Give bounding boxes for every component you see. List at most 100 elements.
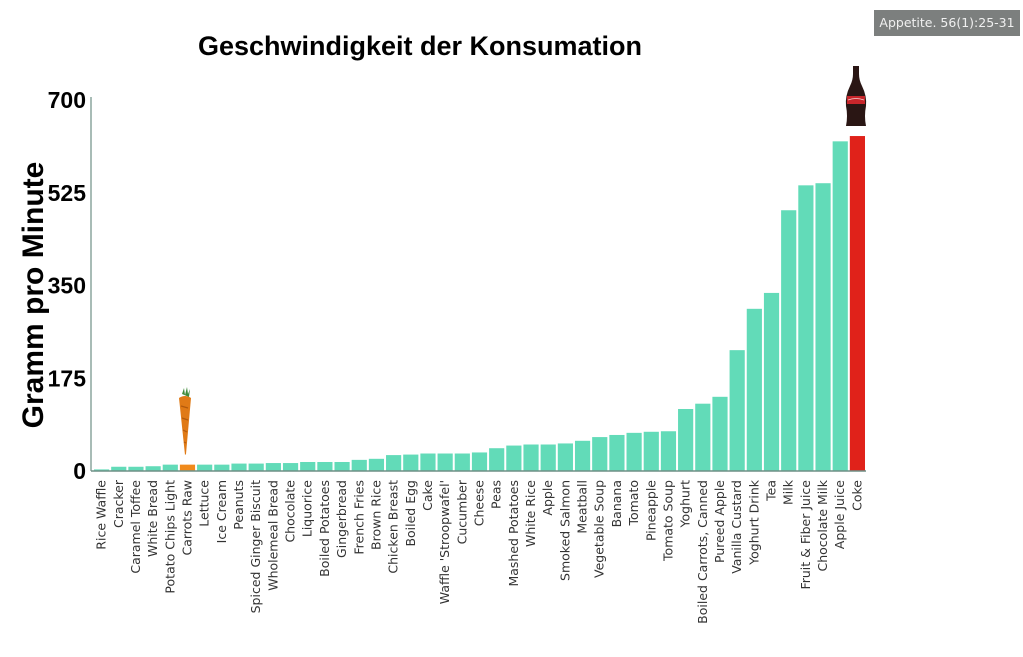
bar-potato-chips-light: [162, 464, 178, 471]
chart-title: Geschwindigkeit der Konsumation: [198, 31, 642, 61]
bar-spiced-ginger-biscuit: [248, 463, 264, 471]
x-tick-label: Vanilla Custard: [729, 480, 744, 574]
y-tick-label: 525: [48, 180, 87, 206]
x-tick-label: Tea: [764, 480, 779, 502]
carrot-icon: [179, 387, 191, 455]
x-tick-label: Vegetable Soup: [592, 480, 607, 578]
x-tick-label: Apple: [540, 480, 555, 516]
bars: [94, 136, 865, 472]
bar-cheese: [471, 452, 488, 471]
x-tick-label: Chicken Breast: [386, 480, 401, 574]
bar-wholemeal-bread: [265, 463, 281, 471]
x-tick-label: French Fries: [351, 480, 366, 555]
bar-vegetable-soup: [592, 437, 608, 471]
bar-milk: [781, 210, 797, 472]
bar-smoked-salmon: [557, 443, 573, 471]
x-tick-label: Peas: [489, 480, 504, 509]
bar-yoghurt-drink: [746, 308, 762, 471]
bar-cucumber: [454, 453, 470, 471]
x-tick-label: Brown Rice: [368, 480, 383, 550]
x-tick-label: Coke: [849, 480, 864, 511]
bar-peanuts: [231, 463, 247, 471]
bar-white-bread: [145, 466, 161, 471]
bar-pureed-apple: [712, 396, 728, 471]
bar-brown-rice: [368, 458, 385, 471]
x-tick-label: Tomato: [626, 480, 641, 527]
x-tick-label: Banana: [609, 480, 624, 527]
bar-chocolate: [282, 463, 299, 471]
bar-boiled-egg: [403, 454, 419, 471]
x-tick-label: Ice Cream: [214, 480, 229, 543]
bar-chicken-breast: [386, 455, 402, 471]
bar-mashed-potatoes: [506, 445, 522, 471]
bar-chocolate-milk: [815, 183, 831, 471]
x-tick-label: Pineapple: [643, 480, 658, 541]
x-tick-label: Yoghurt: [678, 480, 693, 529]
x-tick-label: Cake: [420, 480, 435, 511]
y-tick-label: 350: [48, 273, 86, 299]
bar-white-rice: [523, 444, 539, 471]
x-tick-label: Waffle 'Stroopwafel': [437, 480, 452, 604]
x-tick-label: Cracker: [111, 479, 126, 528]
x-tick-label: Boiled Egg: [403, 480, 418, 547]
bar-carrots-raw: [179, 464, 196, 471]
x-tick-label: White Bread: [145, 480, 160, 557]
x-tick-label: Lettuce: [197, 480, 212, 527]
coke-bottle-icon: [845, 66, 867, 126]
x-tick-label: Boiled Potatoes: [317, 480, 332, 577]
x-tick-label: Peanuts: [231, 480, 246, 530]
y-tick-label: 700: [48, 87, 86, 113]
bar-banana: [609, 434, 625, 471]
bar-gingerbread: [334, 461, 350, 471]
x-tick-label: Wholemeal Bread: [265, 480, 280, 591]
x-tick-label: Fruit & Fiber Juice: [798, 480, 813, 590]
x-tick-label: Boiled Carrots, Canned: [695, 480, 710, 624]
x-tick-label: Potato Chips Light: [162, 480, 177, 594]
bar-fruit-fiber-juice: [798, 185, 814, 471]
x-tick-label: Chocolate Milk: [815, 479, 830, 571]
x-tick-label: Pureed Apple: [712, 480, 727, 563]
bar-pineapple: [643, 431, 659, 471]
bar-french-fries: [351, 459, 367, 471]
bar-lettuce: [197, 464, 213, 471]
y-tick-label: 0: [73, 458, 86, 484]
x-tick-label: Yoghurt Drink: [746, 479, 761, 566]
x-tick-label: Gingerbread: [334, 480, 349, 558]
bar-tea: [763, 292, 780, 471]
x-tick-label: Milk: [781, 479, 796, 505]
bar-peas: [489, 448, 505, 471]
x-tick-label: Chocolate: [283, 480, 298, 543]
bar-cracker: [111, 466, 127, 471]
bar-yoghurt: [678, 408, 694, 471]
bar-rice-waffle: [94, 469, 110, 471]
x-tick-label: Mashed Potatoes: [506, 480, 521, 587]
x-ticks: Rice Waffle Cracker Caramel Toffee White Br…: [94, 479, 865, 624]
bar-cake: [420, 453, 436, 471]
x-tick-label: Cheese: [472, 480, 487, 527]
bar-liquorice: [300, 461, 316, 471]
bar-boiled-potatoes: [317, 461, 333, 471]
bar-coke: [849, 136, 865, 472]
bar-ice-cream: [214, 464, 230, 471]
source-badge: Appetite. 56(1):25-31: [874, 10, 1020, 36]
y-tick-label: 175: [48, 365, 87, 391]
bar-apple-juice: [832, 141, 848, 471]
x-tick-label: Cucumber: [454, 479, 469, 544]
x-tick-label: Meatball: [575, 480, 590, 534]
x-tick-label: Tomato Soup: [660, 480, 675, 562]
x-tick-label: White Rice: [523, 480, 538, 547]
bar-apple: [540, 444, 556, 471]
y-axis-label: Gramm pro Minute: [17, 162, 50, 429]
x-tick-label: Spiced Ginger Biscuit: [248, 480, 263, 613]
y-ticks: 0 175 350 525 700: [48, 87, 87, 484]
bar-tomato: [626, 432, 642, 471]
x-tick-label: Rice Waffle: [94, 480, 109, 550]
x-tick-label: Carrots Raw: [179, 480, 194, 556]
x-tick-label: Apple Juice: [832, 480, 847, 550]
x-tick-label: Smoked Salmon: [557, 480, 572, 581]
bar-boiled-carrots-canned: [695, 403, 711, 471]
bar-waffle-stroopwafel: [437, 453, 453, 471]
bar-caramel-toffee: [128, 466, 144, 471]
x-tick-label: Liquorice: [300, 480, 315, 537]
